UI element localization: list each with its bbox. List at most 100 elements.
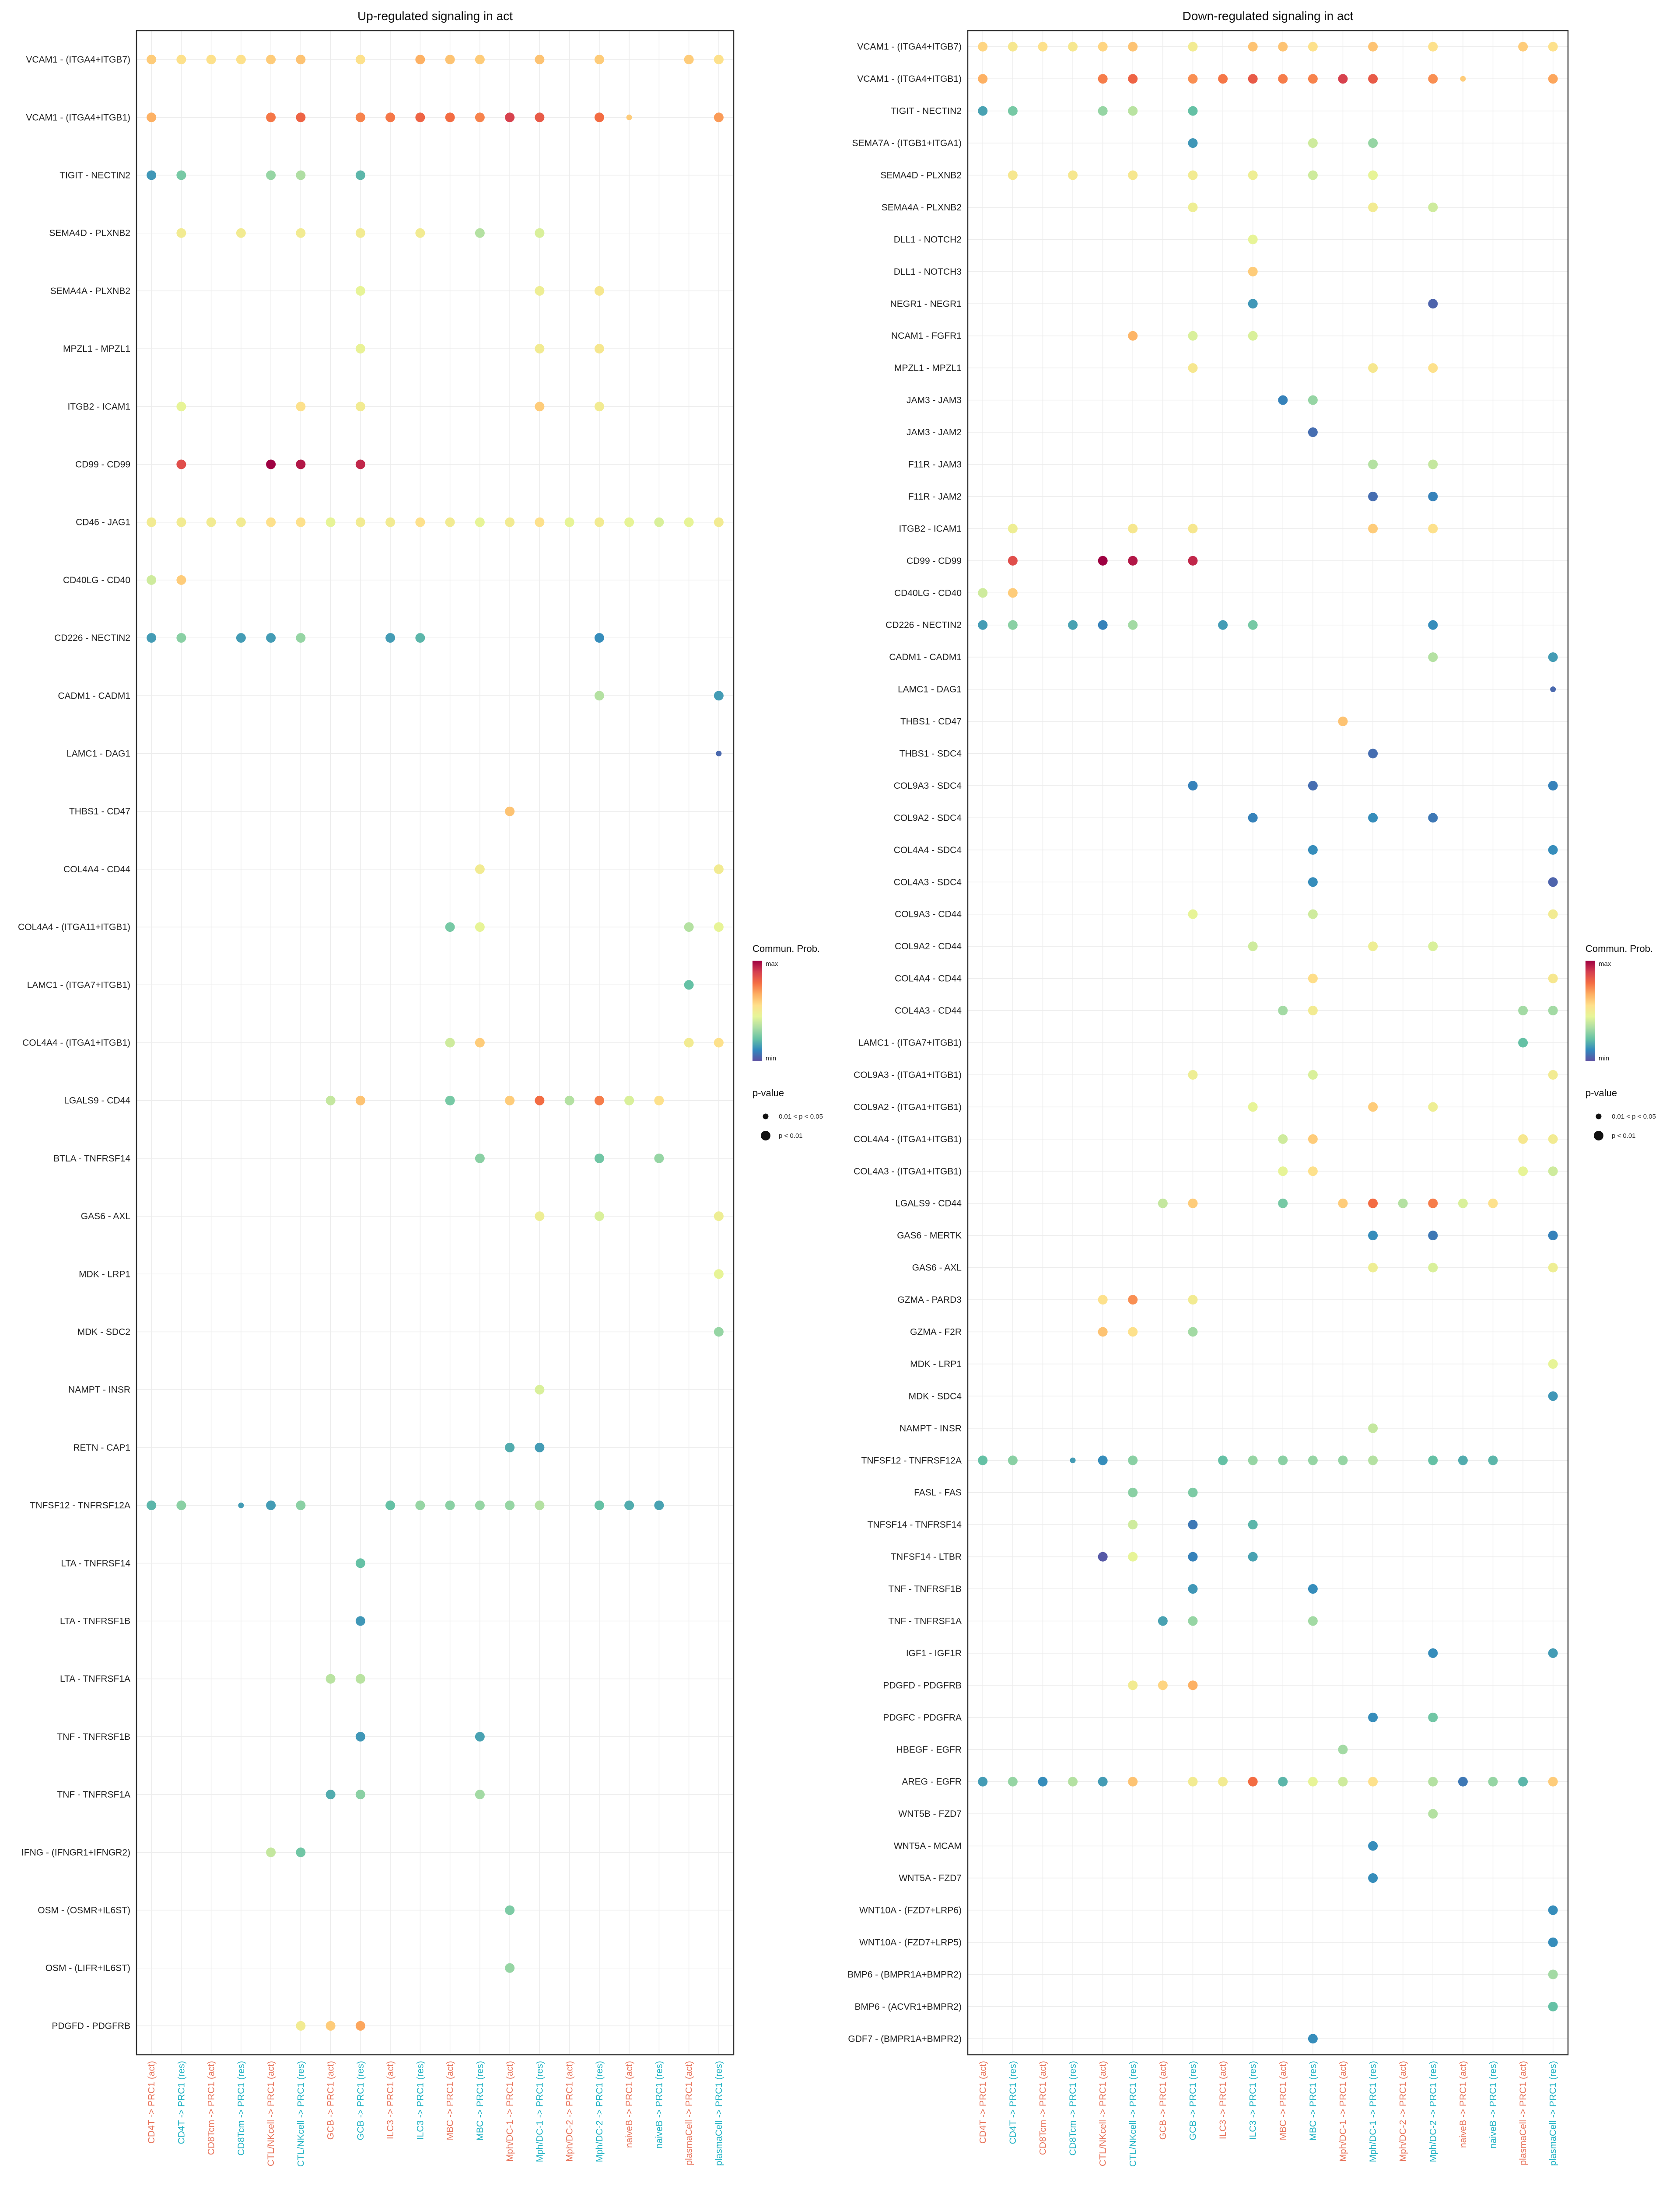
- colorbar-min-label: min: [1599, 1055, 1609, 1062]
- row-label: LTA - TNFRSF1A: [60, 1674, 130, 1684]
- dot-point: [1308, 170, 1318, 180]
- dot-point: [1188, 909, 1198, 919]
- dot-point: [1428, 1231, 1438, 1241]
- dot-point: [714, 691, 724, 701]
- dot-point: [355, 112, 365, 122]
- dot-point: [1278, 74, 1288, 84]
- row-label: SEMA4A - PLXNB2: [882, 203, 962, 213]
- dot-point: [296, 55, 306, 65]
- dot-point: [1068, 1777, 1078, 1787]
- row-label: COL9A2 - SDC4: [894, 813, 962, 823]
- dot-point: [594, 112, 604, 122]
- dot-point: [1008, 588, 1018, 598]
- dot-point: [1008, 1455, 1018, 1465]
- dot-point: [176, 575, 186, 585]
- dot-point: [445, 1038, 455, 1048]
- column-label: MBC -> PRC1 (act): [1278, 2061, 1288, 2140]
- row-label: TIGIT - NECTIN2: [891, 106, 962, 116]
- dot-point: [1338, 1198, 1348, 1208]
- dot-point: [978, 1455, 988, 1465]
- dot-point: [1548, 1905, 1558, 1915]
- row-label: WNT5A - FZD7: [899, 1873, 962, 1883]
- dot-point: [1098, 1327, 1108, 1337]
- dot-point: [445, 922, 455, 932]
- dot-point: [1368, 1231, 1378, 1241]
- dot-point: [1368, 1198, 1378, 1208]
- row-label: LAMC1 - DAG1: [66, 749, 130, 759]
- dot-point: [475, 1500, 485, 1511]
- legend-pvalue-title: p-value: [752, 1088, 784, 1098]
- dot-point: [1188, 138, 1198, 148]
- row-label: LAMC1 - DAG1: [898, 685, 962, 695]
- row-label: LTA - TNFRSF14: [61, 1558, 130, 1568]
- dot-point: [535, 1095, 545, 1105]
- row-label: BMP6 - (ACVR1+BMPR2): [855, 2002, 962, 2012]
- dot-point: [1428, 42, 1438, 52]
- dot-point: [1248, 620, 1258, 630]
- dot-point: [1278, 1134, 1288, 1144]
- row-label: RETN - CAP1: [73, 1443, 130, 1453]
- dot-point: [1308, 1134, 1318, 1144]
- row-label: THBS1 - SDC4: [900, 749, 962, 759]
- dot-point: [1098, 1777, 1108, 1787]
- row-label: VCAM1 - (ITGA4+ITGB1): [26, 112, 130, 122]
- dot-point: [1188, 1552, 1198, 1562]
- dot-point: [1128, 1520, 1138, 1530]
- dot-point: [296, 402, 306, 412]
- dot-point: [1428, 202, 1438, 212]
- column-label: MBC -> PRC1 (res): [1308, 2061, 1318, 2141]
- row-label: OSM - (LIFR+IL6ST): [46, 1963, 130, 1973]
- column-label: CD8Tcm -> PRC1 (res): [1068, 2061, 1078, 2155]
- dot-point: [326, 1095, 336, 1105]
- dot-point: [445, 112, 455, 122]
- dot-point: [1248, 1455, 1258, 1465]
- dot-point: [385, 1500, 396, 1511]
- row-label: GZMA - F2R: [910, 1327, 962, 1337]
- row-label: TNFSF14 - LTBR: [891, 1552, 962, 1562]
- dot-point: [1518, 1134, 1528, 1144]
- dot-point: [1428, 491, 1438, 501]
- dot-point: [1248, 1552, 1258, 1562]
- dot-point: [594, 55, 604, 65]
- dot-point: [1278, 1166, 1288, 1176]
- dot-point: [475, 1038, 485, 1048]
- dot-point: [505, 1963, 515, 1973]
- row-label: SEMA4D - PLXNB2: [880, 171, 962, 181]
- column-label: CD4T -> PRC1 (act): [978, 2061, 988, 2144]
- row-label: MDK - LRP1: [910, 1359, 962, 1369]
- panel-title: Up-regulated signaling in act: [357, 9, 513, 23]
- dot-point: [1338, 1745, 1348, 1755]
- dot-point: [684, 980, 694, 990]
- dot-point: [1248, 170, 1258, 180]
- dot-point: [1188, 1198, 1198, 1208]
- column-label: Mph/DC-2 -> PRC1 (res): [1428, 2061, 1438, 2162]
- dot-point: [1188, 74, 1198, 84]
- column-label: Mph/DC-1 -> PRC1 (act): [505, 2061, 515, 2162]
- dot-point: [1158, 1198, 1168, 1208]
- dot-point: [176, 517, 186, 527]
- dot-point: [415, 1500, 425, 1511]
- dot-point: [475, 864, 485, 874]
- dot-point: [714, 1327, 724, 1337]
- dot-point: [1098, 556, 1108, 566]
- row-label: HBEGF - EGFR: [896, 1745, 962, 1755]
- dot-point: [176, 633, 186, 643]
- column-label: plasmaCell -> PRC1 (act): [1518, 2061, 1528, 2165]
- column-label: GCB -> PRC1 (res): [356, 2061, 366, 2140]
- dot-point: [1008, 1777, 1018, 1787]
- column-label: plasmaCell -> PRC1 (act): [684, 2061, 694, 2165]
- dot-point: [1308, 1777, 1318, 1787]
- dot-point: [684, 517, 694, 527]
- column-label: ILC3 -> PRC1 (res): [1248, 2061, 1258, 2140]
- dot-point: [1368, 1712, 1378, 1722]
- row-label: TNF - TNFRSF1B: [57, 1732, 130, 1742]
- dot-point: [1278, 395, 1288, 405]
- dot-point: [1008, 106, 1018, 116]
- dot-point: [714, 55, 724, 65]
- dot-point: [1188, 1520, 1198, 1530]
- dot-point: [296, 633, 306, 643]
- dot-point: [1368, 42, 1378, 52]
- dot-point: [1308, 2034, 1318, 2044]
- row-label: IFNG - (IFNGR1+IFNGR2): [21, 1847, 130, 1857]
